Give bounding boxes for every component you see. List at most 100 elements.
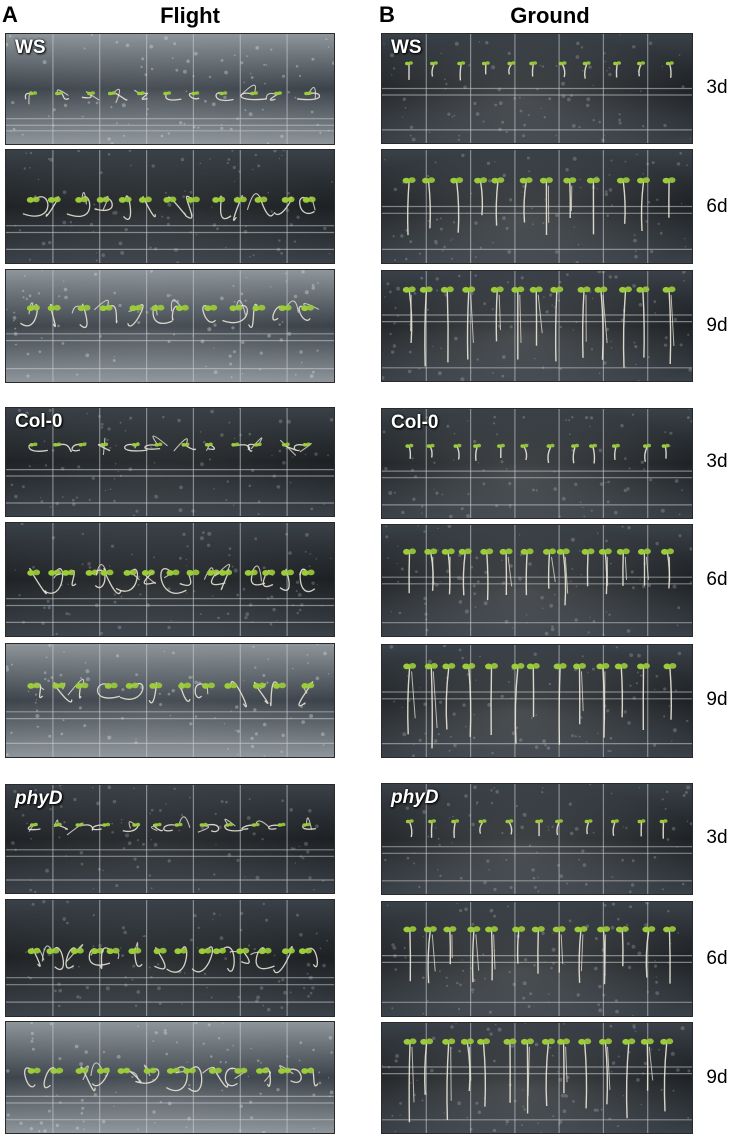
seedling (582, 61, 591, 79)
plate-grid-lines (6, 523, 334, 636)
seedling (163, 816, 191, 832)
flight-phyd-9d-photo (6, 1022, 334, 1133)
seedlings (24, 84, 321, 105)
ground-ws-6d-plate (381, 149, 693, 264)
seedling (403, 548, 416, 594)
seedling (458, 548, 472, 596)
seedling (119, 682, 144, 700)
seedling (81, 91, 100, 101)
seedling (402, 177, 416, 236)
seedling (203, 567, 226, 586)
seedling (499, 548, 513, 596)
condensation-texture (384, 784, 692, 893)
seedling (637, 61, 645, 77)
seedlings (405, 819, 668, 839)
seedling (66, 191, 91, 217)
condensation-texture (6, 1022, 334, 1133)
seedling (419, 286, 433, 367)
plate-grid-lines (6, 1022, 334, 1133)
seedling (581, 548, 595, 587)
day-label-phyd-9d: 9d (706, 1067, 728, 1088)
seedling (426, 443, 435, 458)
seedling (596, 663, 610, 738)
seedling (507, 61, 516, 75)
seedling (144, 435, 168, 450)
seedling (202, 304, 218, 323)
seedling (272, 946, 295, 973)
seedling (535, 819, 544, 837)
seedling (252, 681, 269, 704)
seedling (262, 569, 276, 588)
seedling (430, 61, 438, 77)
ground-phyd-3d-plate: phyD (381, 783, 693, 895)
seedling (148, 682, 163, 704)
ground-phyd-3d-photo (382, 784, 692, 894)
seedling (613, 61, 621, 78)
flight-phyd-9d-plate (5, 1021, 335, 1134)
seedling (519, 177, 533, 223)
seedling (298, 568, 316, 593)
plate-glare (382, 1023, 692, 1133)
seedling (520, 548, 534, 596)
seedling (128, 941, 143, 968)
seedling (616, 177, 630, 224)
flight-phyd-6d-plate (5, 899, 335, 1017)
day-label-ws-3d: 3d (706, 77, 728, 98)
seedling (480, 548, 494, 601)
ground-col0-6d-photo (382, 525, 692, 636)
ground-phyd-6d-plate (381, 901, 693, 1017)
seedling (55, 89, 70, 100)
panel-letter-a: A (2, 2, 18, 27)
seedling (298, 947, 318, 968)
seedling (256, 1067, 271, 1087)
seedling (662, 177, 676, 218)
seedling (594, 286, 608, 360)
seedling (94, 195, 113, 212)
seedling (474, 177, 488, 216)
seedling (244, 565, 266, 586)
plate-glare (6, 1022, 334, 1133)
seedling (443, 926, 457, 965)
plate-glare (6, 270, 334, 382)
seedling (170, 299, 189, 321)
seedling (247, 437, 263, 452)
condensation-texture (382, 271, 692, 381)
plate-grid-lines (6, 900, 334, 1016)
seedling (97, 437, 111, 455)
seedling (224, 818, 243, 832)
flight-col0-3d-photo (6, 408, 334, 516)
seedling (663, 926, 676, 984)
plate-grid-lines (382, 34, 692, 143)
seedling (511, 663, 525, 744)
seedling (272, 300, 299, 321)
seedling (442, 1038, 456, 1121)
seedling (539, 177, 553, 236)
column-header-ground: Ground (510, 3, 590, 28)
seedling (512, 926, 526, 964)
seedling (71, 442, 87, 452)
seedling (141, 569, 157, 585)
ground-col0-6d-plate (381, 524, 693, 637)
seedling (615, 926, 629, 967)
seedling (27, 567, 47, 595)
plate-glare (6, 785, 334, 893)
seedling (71, 303, 91, 328)
seedling (229, 947, 250, 964)
seedling (41, 945, 65, 970)
seedling (403, 663, 417, 735)
seedling (403, 1038, 417, 1123)
seedling (160, 568, 187, 594)
genotype-label-ws-ground: WS (391, 37, 422, 58)
seedling (552, 926, 566, 973)
seedling (503, 1038, 517, 1103)
plate-grid-lines (382, 784, 692, 894)
plate-grid-lines (382, 409, 692, 518)
flight-ws-9d-plate (5, 269, 335, 383)
seedling (529, 61, 538, 77)
seedlings (22, 191, 316, 221)
genotype-label-phyd-ground: phyD (391, 787, 439, 808)
seedling (598, 548, 612, 595)
ground-col0-9d-photo (382, 645, 692, 757)
seedling (665, 61, 674, 78)
seedling (65, 944, 84, 969)
